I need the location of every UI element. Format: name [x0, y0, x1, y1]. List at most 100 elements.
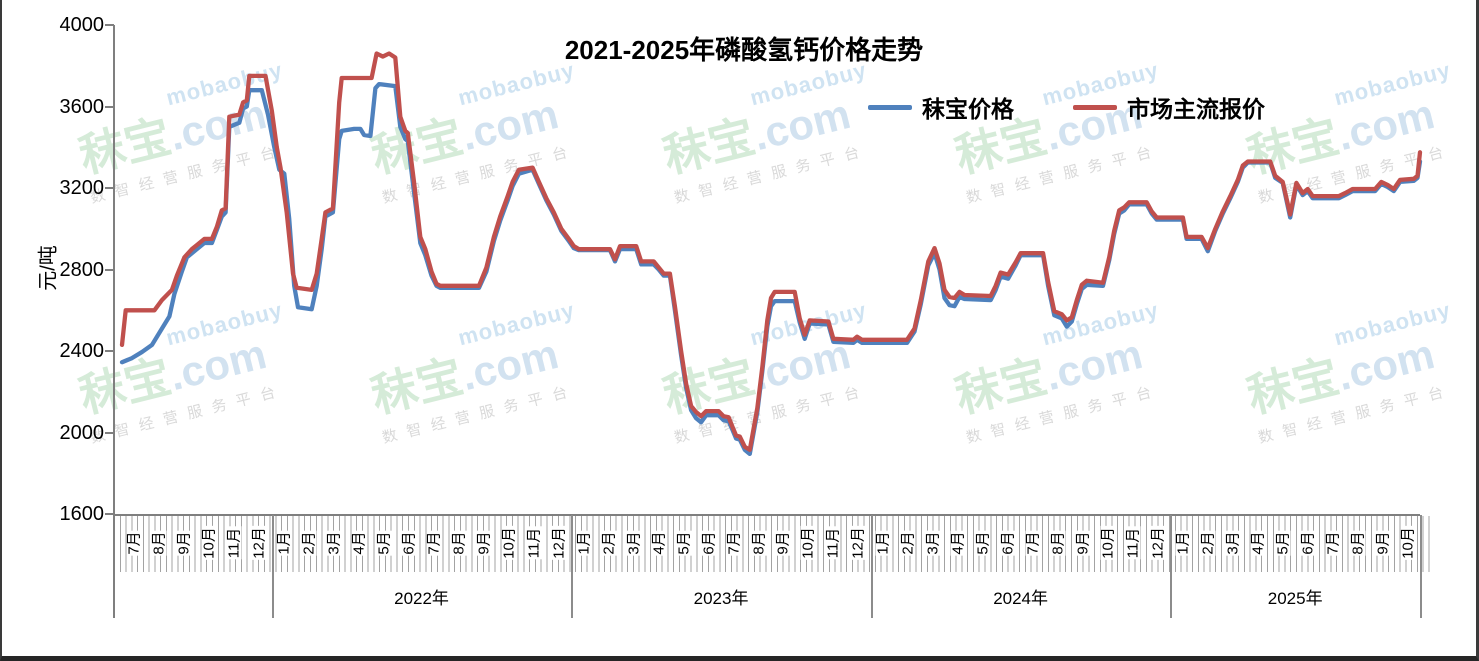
legend-label-mobao: 秣宝价格	[922, 96, 1014, 122]
x-month-label: 9月	[475, 530, 493, 556]
watermark-tagline: 数智经营服务平台	[1256, 381, 1455, 447]
x-month-label: 6月	[1299, 530, 1317, 556]
x-month-label: 4月	[1249, 530, 1267, 556]
watermark-com: .com	[456, 329, 563, 400]
watermark-com: .com	[748, 329, 855, 400]
x-month-label: 11月	[1124, 526, 1142, 560]
watermark: mobaobuy 秣宝.com 数智经营服务平台	[944, 289, 1211, 447]
watermark-tagline: 数智经营服务平台	[88, 381, 287, 447]
watermark-com: .com	[456, 89, 563, 160]
x-month-label: 6月	[700, 530, 718, 556]
watermark-tagline: 数智经营服务平台	[380, 381, 579, 447]
watermark-latin: mobaobuy	[455, 297, 578, 351]
x-month-label: 3月	[325, 530, 343, 556]
watermark-logo-text: 秣宝	[950, 349, 1052, 423]
x-month-label: 7月	[1324, 530, 1342, 556]
watermark-com: .com	[1332, 329, 1439, 400]
watermark-logo-text: 秣宝	[366, 349, 468, 423]
x-month-label: 10月	[799, 526, 817, 560]
legend-item-market: 市场主流报价	[1073, 90, 1265, 124]
legend-swatch-mobao	[868, 104, 912, 110]
watermark-latin: mobaobuy	[747, 297, 870, 351]
x-month-label: 8月	[1049, 530, 1067, 556]
x-month-label: 2月	[899, 530, 917, 556]
y-axis-tick-label: 3200	[59, 177, 105, 199]
y-axis-tick-label: 2400	[59, 340, 105, 362]
watermark-com: .com	[164, 329, 271, 400]
watermark: mobaobuy 秣宝.com 数智经营服务平台	[652, 289, 919, 447]
year-divider-line	[1170, 515, 1173, 618]
watermark-com: .com	[748, 89, 855, 160]
x-month-label: 3月	[625, 530, 643, 556]
watermark-com: .com	[164, 89, 271, 160]
x-year-label: 2022年	[394, 589, 449, 608]
x-month-label: 7月	[1024, 530, 1042, 556]
watermark-latin: mobaobuy	[1331, 297, 1454, 351]
chart-title: 2021-2025年磷酸氢钙价格走势	[564, 35, 924, 65]
x-axis-line	[113, 514, 1420, 516]
y-axis-tick-label: 4000	[59, 14, 105, 36]
x-month-label: 11月	[824, 526, 842, 560]
y-axis-tick-label: 2800	[59, 258, 105, 281]
x-month-label: 5月	[375, 530, 393, 556]
x-month-label: 8月	[450, 530, 468, 556]
x-month-label: 8月	[1349, 530, 1367, 556]
watermark: mobaobuy 秣宝.com 数智经营服务平台	[68, 289, 335, 447]
x-month-label: 3月	[924, 530, 942, 556]
x-month-label: 7月	[125, 530, 143, 556]
watermark-logo-text: 秣宝	[658, 349, 760, 423]
watermark-logo-text: 秣宝	[366, 109, 468, 183]
watermark: mobaobuy 秣宝.com 数智经营服务平台	[1236, 49, 1476, 207]
x-month-label: 6月	[400, 530, 418, 556]
watermark: mobaobuy 秣宝.com 数智经营服务平台	[360, 289, 627, 447]
x-month-label: 9月	[175, 530, 193, 556]
x-month-label: 12月	[250, 526, 268, 560]
year-divider-line	[271, 515, 274, 618]
y-axis-tick-mark	[105, 24, 114, 26]
x-month-label: 11月	[525, 526, 543, 560]
watermark-logo-text: 秣宝	[658, 109, 760, 183]
x-month-label: 5月	[974, 530, 992, 556]
legend-swatch-market	[1073, 104, 1117, 110]
x-month-label: 5月	[675, 530, 693, 556]
watermark-logo-text: 秣宝	[1242, 349, 1344, 423]
y-axis-tick-mark	[105, 431, 114, 434]
watermark-tagline: 数智经营服务平台	[672, 381, 871, 447]
watermark-tagline: 数智经营服务平台	[1256, 141, 1455, 207]
x-month-label: 5月	[1274, 530, 1292, 556]
y-axis-tick-label: 1600	[59, 503, 105, 525]
watermark: mobaobuy 秣宝.com 数智经营服务平台	[360, 49, 627, 207]
x-month-label: 4月	[949, 530, 967, 556]
y-axis-tick-mark	[105, 187, 114, 189]
x-month-label: 4月	[350, 530, 368, 556]
x-month-label: 10月	[200, 526, 218, 560]
watermark-tagline: 数智经营服务平台	[672, 141, 871, 207]
watermark-latin: mobaobuy	[163, 297, 286, 351]
watermark-tagline: 数智经营服务平台	[380, 141, 579, 207]
watermark-com: .com	[1040, 329, 1147, 400]
x-month-label: 9月	[1374, 530, 1392, 556]
x-month-label: 10月	[500, 526, 518, 560]
y-axis-tick-mark	[105, 350, 114, 352]
x-month-label: 1月	[575, 530, 593, 556]
x-month-label: 8月	[750, 530, 768, 556]
x-month-label: 11月	[225, 526, 243, 560]
y-axis-line	[113, 25, 115, 618]
y-axis-tick-label: 3600	[59, 95, 105, 118]
watermark: mobaobuy 秣宝.com 数智经营服务平台	[652, 49, 919, 207]
x-month-label: 9月	[1074, 530, 1092, 556]
x-month-label: 7月	[725, 530, 743, 556]
x-month-label: 1月	[874, 530, 892, 556]
watermark-latin: mobaobuy	[1039, 297, 1162, 351]
x-month-label: 4月	[650, 530, 668, 556]
x-month-label: 2月	[600, 530, 618, 556]
watermark: mobaobuy 秣宝.com 数智经营服务平台	[1236, 289, 1476, 447]
x-month-label: 1月	[1174, 530, 1192, 556]
x-month-label: 6月	[999, 530, 1017, 556]
watermark: mobaobuy 秣宝.com 数智经营服务平台	[68, 49, 335, 207]
x-year-label: 2025年	[1267, 589, 1323, 608]
watermark-tagline: 数智经营服务平台	[964, 141, 1163, 207]
x-month-label: 7月	[425, 530, 443, 556]
x-month-label: 2月	[300, 530, 318, 556]
